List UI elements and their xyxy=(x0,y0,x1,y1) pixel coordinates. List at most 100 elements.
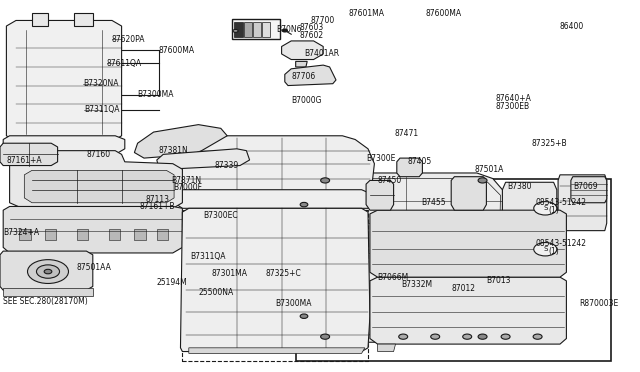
Text: 87640+A: 87640+A xyxy=(496,94,532,103)
Polygon shape xyxy=(366,180,394,210)
Bar xyxy=(157,229,168,240)
Polygon shape xyxy=(3,288,93,296)
Text: 87620PA: 87620PA xyxy=(112,35,145,44)
Circle shape xyxy=(478,178,487,183)
Circle shape xyxy=(321,178,330,183)
Text: 87161+A: 87161+A xyxy=(6,156,42,165)
Circle shape xyxy=(28,260,68,283)
Text: B7300EC: B7300EC xyxy=(204,211,238,220)
Text: R870003E: R870003E xyxy=(579,299,618,308)
Circle shape xyxy=(36,265,60,278)
Polygon shape xyxy=(32,13,48,26)
Polygon shape xyxy=(24,170,174,203)
Text: B7332M: B7332M xyxy=(401,280,433,289)
Circle shape xyxy=(534,243,557,256)
Polygon shape xyxy=(282,41,323,60)
Text: 87600MA: 87600MA xyxy=(159,46,195,55)
Circle shape xyxy=(399,334,408,339)
Bar xyxy=(244,22,252,37)
Text: B7871N: B7871N xyxy=(172,176,202,185)
Text: B7013: B7013 xyxy=(486,276,511,285)
Circle shape xyxy=(533,334,542,339)
Text: B7324+A: B7324+A xyxy=(3,228,39,237)
Polygon shape xyxy=(134,125,227,158)
Text: 87325+C: 87325+C xyxy=(266,269,301,278)
Text: B7300MA: B7300MA xyxy=(138,90,174,99)
Text: B7000G: B7000G xyxy=(291,96,322,105)
Text: 87501A: 87501A xyxy=(475,165,504,174)
Polygon shape xyxy=(10,151,182,208)
Text: 87113: 87113 xyxy=(146,195,170,203)
Circle shape xyxy=(478,334,487,339)
Text: 87339: 87339 xyxy=(214,161,239,170)
Polygon shape xyxy=(174,190,374,208)
Text: 87501AA: 87501AA xyxy=(77,263,111,272)
Polygon shape xyxy=(558,175,607,231)
Text: 87325+B: 87325+B xyxy=(531,139,567,148)
Polygon shape xyxy=(174,136,374,208)
Polygon shape xyxy=(502,182,557,335)
Circle shape xyxy=(463,334,472,339)
Text: 25500NA: 25500NA xyxy=(198,288,234,296)
Polygon shape xyxy=(285,65,336,86)
Text: B7380: B7380 xyxy=(508,182,532,190)
Polygon shape xyxy=(74,13,93,26)
Text: 87450: 87450 xyxy=(378,176,402,185)
Bar xyxy=(45,229,56,240)
Polygon shape xyxy=(189,348,365,353)
Polygon shape xyxy=(3,136,125,153)
Polygon shape xyxy=(180,208,370,352)
Circle shape xyxy=(233,29,238,32)
Bar xyxy=(134,229,146,240)
Polygon shape xyxy=(0,143,58,166)
Text: 25194M: 25194M xyxy=(157,278,188,287)
Circle shape xyxy=(300,314,308,318)
Text: B7000F: B7000F xyxy=(173,183,202,192)
Text: B7455: B7455 xyxy=(421,198,445,207)
Text: 87600MA: 87600MA xyxy=(426,9,461,17)
Text: B7311QA: B7311QA xyxy=(191,252,226,261)
Text: B7401AR: B7401AR xyxy=(304,49,339,58)
Text: 87603: 87603 xyxy=(300,23,324,32)
Text: 87602: 87602 xyxy=(300,31,324,40)
Circle shape xyxy=(300,202,308,207)
Text: 08543-51242: 08543-51242 xyxy=(536,239,587,248)
Circle shape xyxy=(431,334,440,339)
Polygon shape xyxy=(397,158,422,177)
Text: 87601MA: 87601MA xyxy=(349,9,385,17)
Text: 87012: 87012 xyxy=(451,284,475,293)
Bar xyxy=(182,210,368,361)
Text: B7311QA: B7311QA xyxy=(84,105,120,114)
Text: (1): (1) xyxy=(548,247,559,256)
Bar xyxy=(77,229,88,240)
Polygon shape xyxy=(157,149,250,169)
Text: 87706: 87706 xyxy=(291,72,316,81)
Bar xyxy=(109,229,120,240)
Text: 87161+B: 87161+B xyxy=(140,202,175,211)
Text: B7320NA: B7320NA xyxy=(83,79,118,88)
Polygon shape xyxy=(3,206,182,253)
Polygon shape xyxy=(6,20,122,141)
Text: S: S xyxy=(543,205,547,211)
Text: B7066M: B7066M xyxy=(378,273,409,282)
Bar xyxy=(19,229,31,240)
Text: 08543-51242: 08543-51242 xyxy=(536,198,587,207)
Text: SEE SEC.280(28170M): SEE SEC.280(28170M) xyxy=(3,297,88,306)
Text: 87611QA: 87611QA xyxy=(107,59,142,68)
Text: S: S xyxy=(543,246,547,252)
Text: 87301MA: 87301MA xyxy=(211,269,247,278)
Bar xyxy=(262,22,270,37)
Polygon shape xyxy=(296,61,307,67)
Polygon shape xyxy=(571,177,607,203)
Circle shape xyxy=(501,334,510,339)
Text: 86400: 86400 xyxy=(560,22,584,31)
Polygon shape xyxy=(370,210,566,277)
Circle shape xyxy=(282,29,287,32)
Circle shape xyxy=(44,269,52,274)
Text: 87700: 87700 xyxy=(310,16,335,25)
Text: 87405: 87405 xyxy=(408,157,432,166)
Polygon shape xyxy=(451,177,486,210)
Polygon shape xyxy=(378,344,396,352)
Bar xyxy=(232,19,280,39)
Text: 87300EB: 87300EB xyxy=(496,102,530,110)
